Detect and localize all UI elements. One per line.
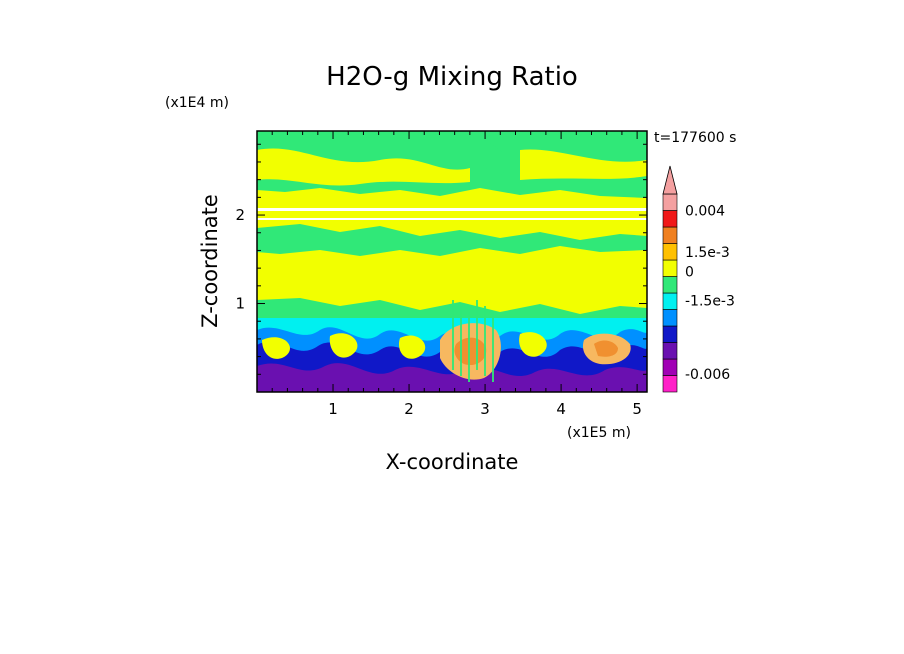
field-white-line bbox=[257, 218, 647, 220]
colorbar-segment bbox=[662, 375, 678, 393]
colorbar-segment bbox=[662, 259, 678, 277]
field-streak bbox=[452, 300, 454, 370]
x-tick-label: 4 bbox=[556, 400, 566, 418]
colorbar-label: -0.006 bbox=[685, 367, 730, 383]
time-label: t=177600 s bbox=[654, 130, 736, 146]
field-green-region bbox=[476, 136, 509, 176]
field-yellow-region bbox=[257, 148, 470, 186]
colorbar-segment bbox=[662, 226, 678, 244]
field-green-region bbox=[257, 224, 647, 256]
colorbar-segment bbox=[662, 243, 678, 261]
field-swirl bbox=[329, 333, 358, 358]
field-swirl bbox=[262, 337, 290, 359]
colorbar-segment bbox=[662, 276, 678, 294]
field-yellow-region bbox=[520, 149, 647, 180]
field-swirl bbox=[398, 335, 426, 359]
y-unit-label: (x1E4 m) bbox=[165, 95, 229, 111]
tick-labels: 1 2 3 4 5 1 2 bbox=[235, 206, 641, 418]
field-swirl bbox=[519, 332, 547, 357]
field-streak bbox=[492, 312, 494, 382]
field-orange-patch bbox=[594, 340, 618, 357]
colorbar-label: 0.004 bbox=[685, 204, 725, 220]
colorbar-label: 1.5e-3 bbox=[685, 245, 730, 261]
field-streak bbox=[484, 306, 486, 376]
contour-field bbox=[257, 131, 647, 392]
x-unit-label: (x1E5 m) bbox=[567, 425, 631, 441]
field-white-line bbox=[257, 208, 647, 211]
axis-ticks bbox=[256, 131, 647, 393]
x-tick-label: 1 bbox=[328, 400, 338, 418]
colorbar-segment bbox=[662, 292, 678, 310]
colorbar-arrow bbox=[662, 165, 678, 195]
colorbar-segment bbox=[662, 193, 678, 211]
colorbar-segment bbox=[662, 309, 678, 327]
colorbar-segment bbox=[662, 325, 678, 343]
y-tick-label: 2 bbox=[235, 206, 245, 224]
colorbar: 0.004 1.5e-3 0 -1.5e-3 -0.006 bbox=[662, 165, 735, 393]
field-streak bbox=[468, 312, 470, 382]
y-tick-label: 1 bbox=[235, 295, 245, 313]
x-axis-label: X-coordinate bbox=[386, 450, 519, 474]
x-tick-label: 2 bbox=[404, 400, 414, 418]
chart-title: H2O-g Mixing Ratio bbox=[326, 62, 578, 92]
field-streak bbox=[460, 306, 462, 376]
field-purple-band bbox=[257, 363, 647, 392]
field-streak bbox=[476, 300, 478, 370]
colorbar-segment bbox=[662, 342, 678, 360]
x-tick-label: 5 bbox=[632, 400, 642, 418]
field-orange-patch bbox=[454, 337, 487, 366]
colorbar-label: 0 bbox=[685, 265, 694, 281]
plot-frame bbox=[256, 130, 648, 393]
colorbar-label: -1.5e-3 bbox=[685, 293, 735, 309]
colorbar-segment bbox=[662, 358, 678, 376]
colorbar-segment bbox=[662, 210, 678, 228]
x-tick-label: 3 bbox=[480, 400, 490, 418]
y-axis-label: Z-coordinate bbox=[198, 194, 222, 328]
